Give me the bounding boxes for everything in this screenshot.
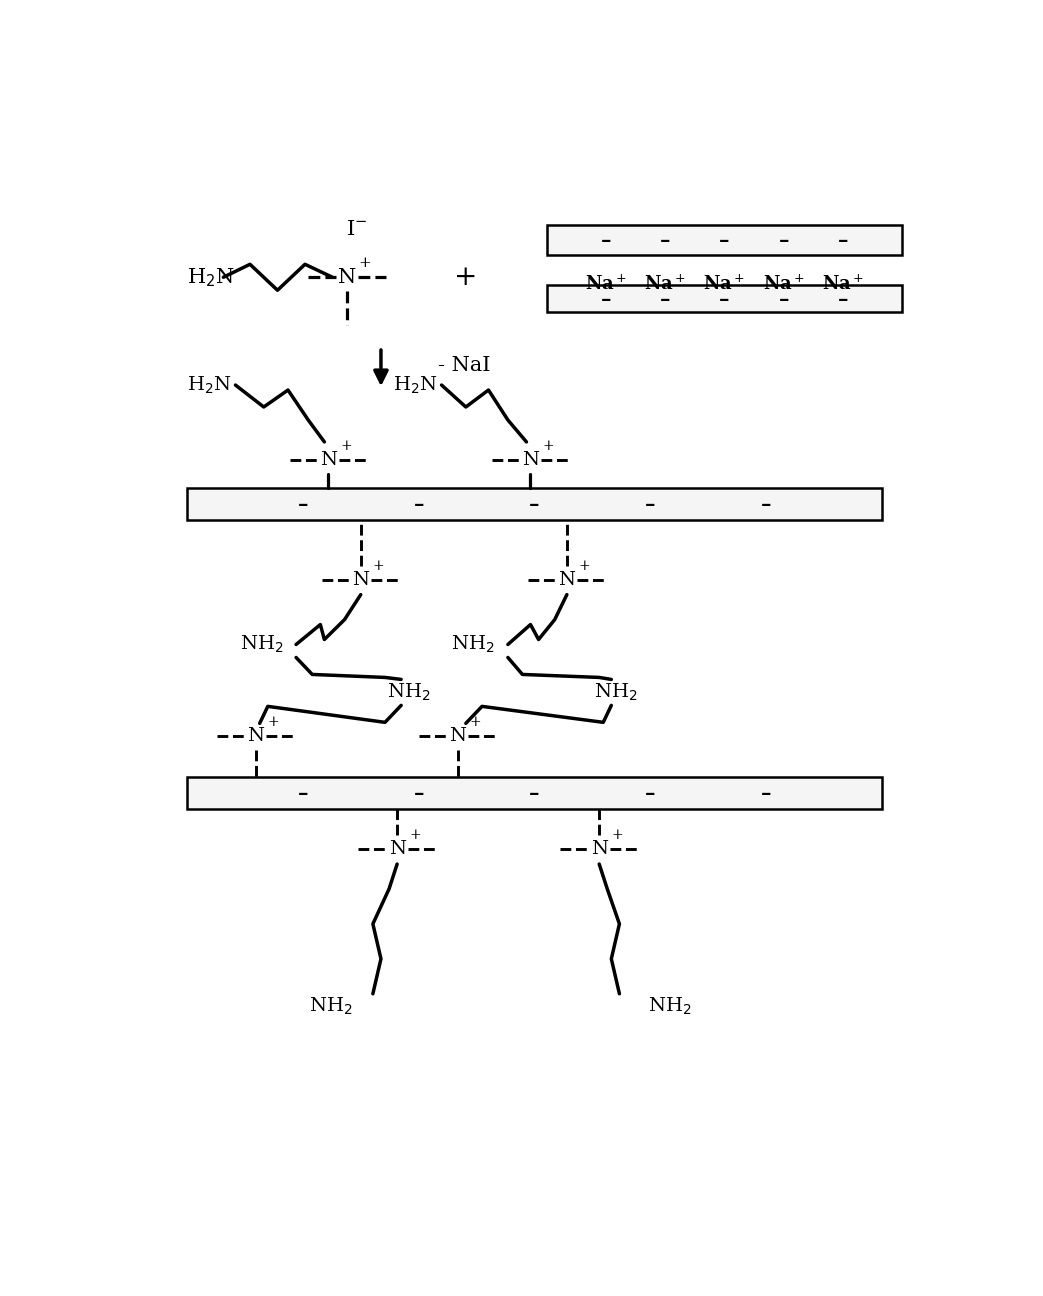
Text: –: –	[413, 494, 423, 513]
Text: –: –	[529, 783, 540, 804]
Text: - NaI: - NaI	[438, 355, 490, 375]
Text: NH$_2$: NH$_2$	[593, 682, 637, 702]
Text: Na$^+$: Na$^+$	[822, 275, 864, 294]
Text: N: N	[247, 727, 264, 745]
Text: –: –	[297, 783, 308, 804]
Text: +: +	[542, 439, 554, 452]
Text: H$_2$N: H$_2$N	[393, 375, 438, 395]
Text: H$_2$N: H$_2$N	[187, 375, 232, 395]
Text: –: –	[778, 289, 789, 308]
Text: –: –	[601, 231, 611, 250]
Text: I$^{-}$: I$^{-}$	[346, 220, 367, 238]
Text: –: –	[761, 783, 772, 804]
Text: +: +	[454, 264, 478, 290]
Text: N: N	[320, 451, 337, 469]
Text: –: –	[660, 231, 671, 250]
Bar	[547, 226, 902, 255]
Text: +: +	[469, 715, 481, 730]
Text: –: –	[646, 494, 656, 513]
Text: +: +	[340, 439, 351, 452]
Text: N: N	[450, 727, 466, 745]
Text: +: +	[372, 559, 384, 573]
Bar	[547, 285, 902, 312]
Text: +: +	[409, 828, 420, 842]
Text: NH$_2$: NH$_2$	[648, 997, 692, 1017]
Text: Na$^+$: Na$^+$	[703, 275, 746, 294]
Text: –: –	[761, 494, 772, 513]
Text: N: N	[590, 840, 608, 858]
Text: –: –	[838, 231, 848, 250]
Text: +: +	[611, 828, 623, 842]
Bar	[187, 487, 882, 520]
Text: N: N	[522, 451, 539, 469]
Text: –: –	[601, 289, 611, 308]
Text: Na$^+$: Na$^+$	[585, 275, 627, 294]
Text: –: –	[720, 289, 730, 308]
Text: N: N	[389, 840, 406, 858]
Bar	[187, 778, 882, 809]
Text: N: N	[338, 268, 356, 286]
Text: H$_2$N: H$_2$N	[187, 266, 235, 289]
Text: +: +	[359, 257, 371, 271]
Text: –: –	[297, 494, 308, 513]
Text: Na$^+$: Na$^+$	[762, 275, 805, 294]
Text: –: –	[660, 289, 671, 308]
Text: –: –	[529, 494, 540, 513]
Text: +: +	[268, 715, 280, 730]
Text: N: N	[558, 570, 576, 588]
Text: NH$_2$: NH$_2$	[388, 682, 431, 702]
Text: NH$_2$: NH$_2$	[309, 997, 353, 1017]
Text: –: –	[838, 289, 848, 308]
Text: NH$_2$: NH$_2$	[241, 634, 284, 656]
Text: +: +	[579, 559, 590, 573]
Text: –: –	[778, 231, 789, 250]
Text: N: N	[353, 570, 369, 588]
Text: NH$_2$: NH$_2$	[451, 634, 494, 656]
Text: Na$^+$: Na$^+$	[645, 275, 686, 294]
Text: –: –	[646, 783, 656, 804]
Text: –: –	[413, 783, 423, 804]
Text: –: –	[720, 231, 730, 250]
